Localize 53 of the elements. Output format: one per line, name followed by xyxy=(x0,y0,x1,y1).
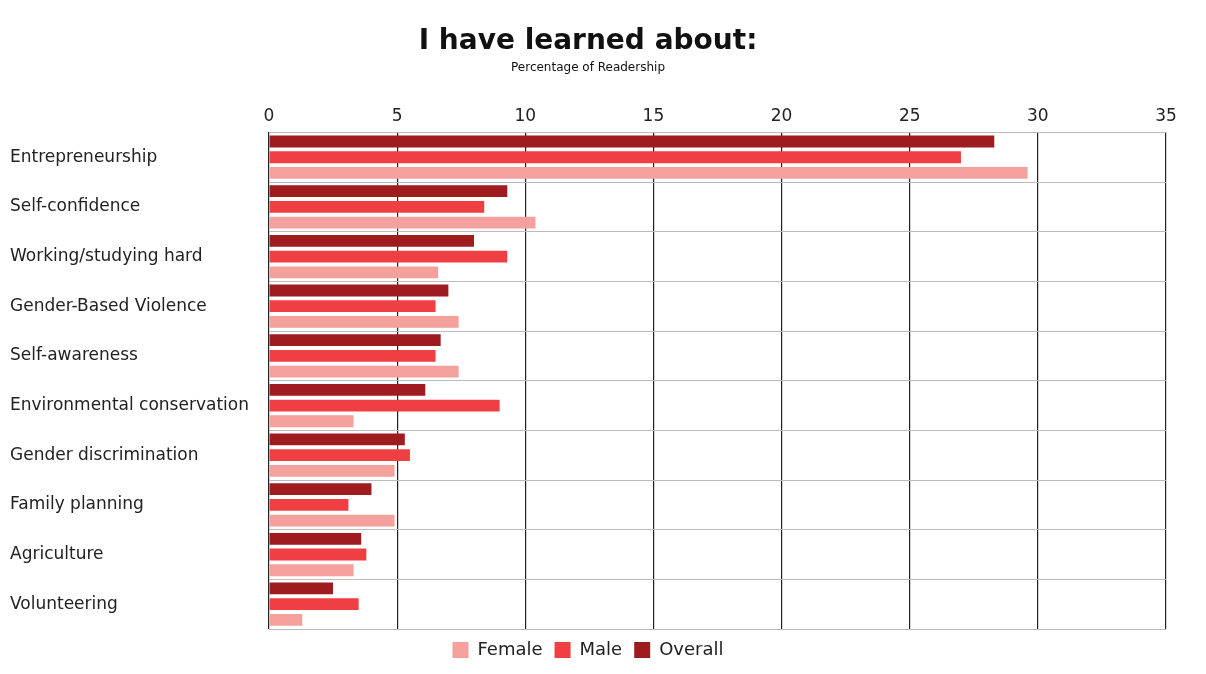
bar xyxy=(269,598,359,611)
bar xyxy=(269,234,474,247)
legend-label: Overall xyxy=(659,637,724,659)
bar xyxy=(269,532,362,545)
chart-title: I have learned about: xyxy=(418,23,758,57)
y-tick-label: Gender-Based Violence xyxy=(10,294,207,315)
y-tick-label: Volunteering xyxy=(10,592,118,613)
bar xyxy=(269,433,405,446)
legend-label: Female xyxy=(477,637,543,659)
bar xyxy=(269,216,536,229)
legend-label: Male xyxy=(579,637,623,659)
y-tick-label: Self-confidence xyxy=(10,195,141,216)
bar xyxy=(269,465,395,477)
bar xyxy=(269,498,349,511)
bar xyxy=(269,316,459,328)
bar xyxy=(269,365,459,378)
bar xyxy=(269,582,334,595)
bar xyxy=(269,514,395,527)
x-tick-label: 25 xyxy=(898,104,921,125)
bar xyxy=(269,185,508,198)
x-tick-label: 20 xyxy=(770,104,793,125)
bar xyxy=(269,449,410,462)
y-tick-label: Entrepreneurship xyxy=(10,145,158,166)
bar xyxy=(269,349,436,362)
y-tick-label: Environmental conservation xyxy=(10,393,249,414)
chart-subtitle: Percentage of Readership xyxy=(511,59,665,74)
y-tick-label: Self-awareness xyxy=(10,344,139,365)
bar xyxy=(269,200,485,213)
y-tick-label: Agriculture xyxy=(10,542,104,563)
x-tick-label: 15 xyxy=(642,104,665,125)
bar xyxy=(269,415,354,428)
bar xyxy=(269,300,436,313)
x-tick-label: 0 xyxy=(263,104,275,125)
x-tick-label: 35 xyxy=(1155,104,1177,125)
bar xyxy=(269,334,441,347)
bar xyxy=(269,614,303,626)
bar xyxy=(269,564,354,577)
y-tick-label: Family planning xyxy=(10,493,144,514)
bar xyxy=(269,250,508,263)
bar xyxy=(269,399,500,412)
x-tick-label: 30 xyxy=(1027,104,1049,125)
bar xyxy=(269,167,1028,179)
x-tick-label: 10 xyxy=(514,104,537,125)
bar xyxy=(269,151,961,164)
y-tick-label: Gender discrimination xyxy=(10,443,199,464)
bar xyxy=(269,135,995,148)
bar xyxy=(269,266,439,279)
bar xyxy=(269,483,372,496)
bar xyxy=(269,548,367,561)
bar xyxy=(269,383,426,396)
x-tick-label: 5 xyxy=(391,104,403,125)
y-tick-label: Working/studying hard xyxy=(10,244,203,265)
bar xyxy=(269,284,449,297)
